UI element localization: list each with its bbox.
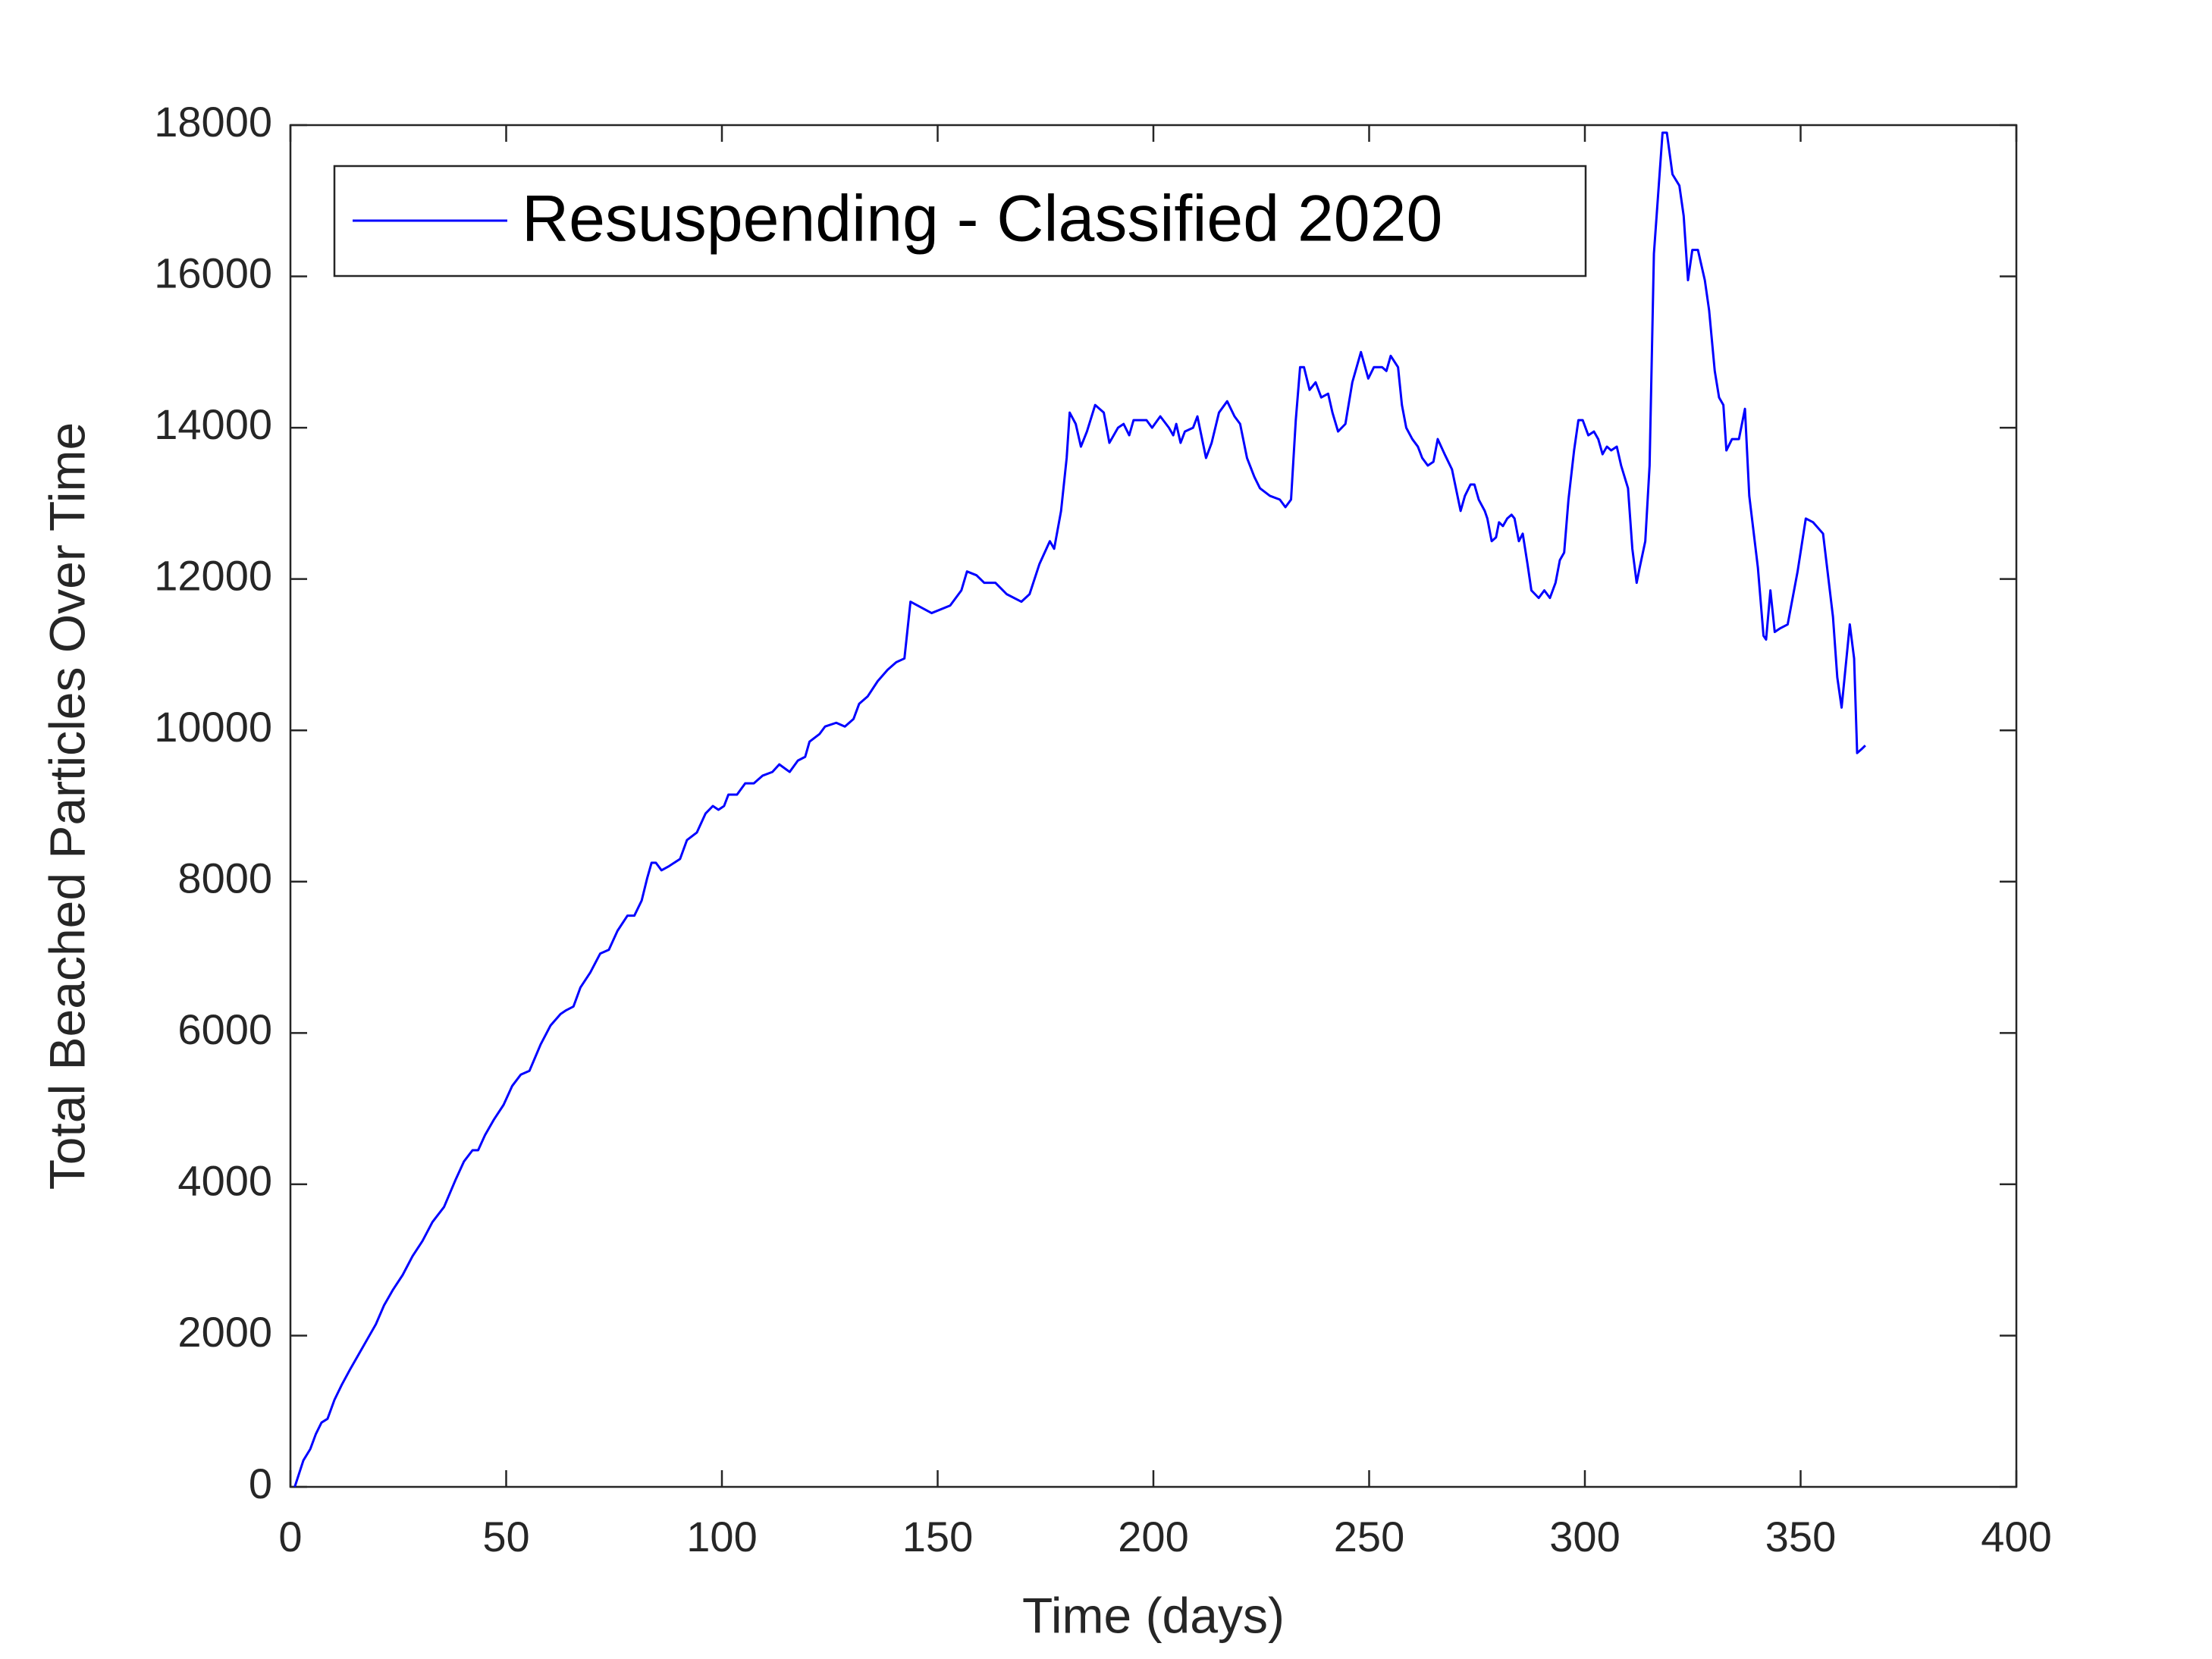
y-tick-label: 10000	[154, 703, 272, 751]
y-tick-label: 12000	[154, 551, 272, 599]
y-tick-label: 2000	[177, 1308, 272, 1356]
x-tick-label: 100	[686, 1513, 757, 1560]
x-tick-label: 50	[482, 1513, 529, 1560]
y-tick-label: 8000	[177, 855, 272, 902]
x-axis-label: Time (days)	[1022, 1587, 1285, 1643]
y-tick-label: 16000	[154, 249, 272, 296]
x-tick-label: 200	[1118, 1513, 1188, 1560]
legend-label: Resuspending - Classified 2020	[522, 183, 1442, 256]
x-tick-label: 300	[1549, 1513, 1620, 1560]
x-tick-label: 250	[1334, 1513, 1404, 1560]
legend-box	[333, 165, 1587, 278]
y-tick-label: 0	[249, 1460, 272, 1507]
plot-area	[289, 124, 2018, 1488]
y-axis-label: Total Beached Particles Over Time	[39, 422, 95, 1190]
x-tick-label: 0	[278, 1513, 302, 1560]
x-tick-label: 350	[1765, 1513, 1836, 1560]
y-tick-label: 14000	[154, 400, 272, 448]
y-tick-label: 4000	[177, 1157, 272, 1205]
x-tick-label: 150	[902, 1513, 973, 1560]
data-line	[293, 131, 1866, 1488]
y-tick-label: 6000	[177, 1005, 272, 1053]
x-tick-label: 400	[1981, 1513, 2051, 1560]
y-tick-label: 18000	[154, 98, 272, 146]
